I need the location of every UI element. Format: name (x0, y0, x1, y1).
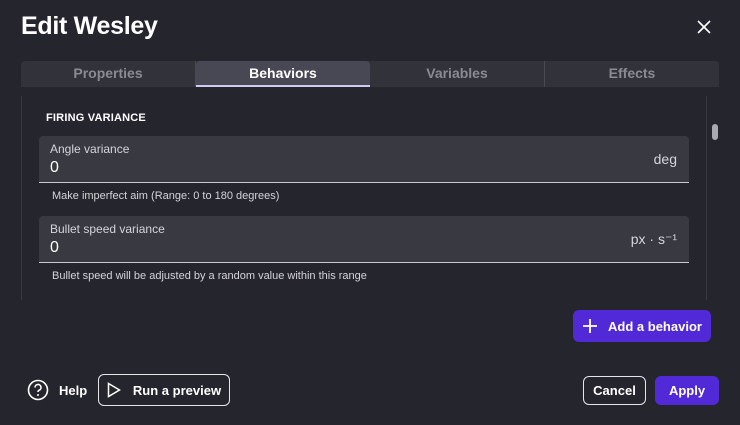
tab-properties[interactable]: Properties (21, 61, 196, 87)
angle-variance-field[interactable]: Angle variance 0 deg (39, 136, 689, 183)
field-help: Make imperfect aim (Range: 0 to 180 degr… (52, 190, 280, 202)
field-value[interactable]: 0 (50, 159, 59, 176)
dialog-title: Edit Wesley (21, 12, 158, 40)
cancel-button[interactable]: Cancel (583, 376, 646, 405)
field-value[interactable]: 0 (50, 239, 59, 256)
apply-button[interactable]: Apply (655, 376, 719, 405)
section-title: FIRING VARIANCE (46, 112, 146, 124)
help-label: Help (59, 382, 88, 398)
help-button[interactable]: Help (27, 378, 87, 402)
tab-variables[interactable]: Variables (370, 61, 545, 87)
tab-behaviors[interactable]: Behaviors (196, 61, 370, 87)
tab-bar: Properties Behaviors Variables Effects (21, 61, 719, 87)
run-preview-label: Run a preview (132, 382, 222, 398)
close-icon[interactable] (694, 17, 714, 37)
help-icon (27, 379, 49, 401)
behaviors-panel (21, 96, 707, 300)
plus-icon (583, 319, 598, 333)
play-icon (107, 382, 121, 398)
field-unit: px · s⁻¹ (630, 231, 677, 247)
field-unit: deg (653, 151, 677, 167)
bullet-speed-variance-field[interactable]: Bullet speed variance 0 px · s⁻¹ (39, 216, 689, 263)
field-label: Bullet speed variance (50, 222, 165, 236)
tab-effects[interactable]: Effects (608, 65, 656, 81)
scrollbar-thumb[interactable] (712, 124, 718, 140)
add-behavior-button[interactable]: Add a behavior (573, 310, 711, 342)
run-preview-button[interactable]: Run a preview (98, 374, 230, 406)
field-label: Angle variance (50, 142, 130, 156)
field-help: Bullet speed will be adjusted by a rando… (52, 270, 367, 282)
add-behavior-label: Add a behavior (608, 318, 702, 334)
